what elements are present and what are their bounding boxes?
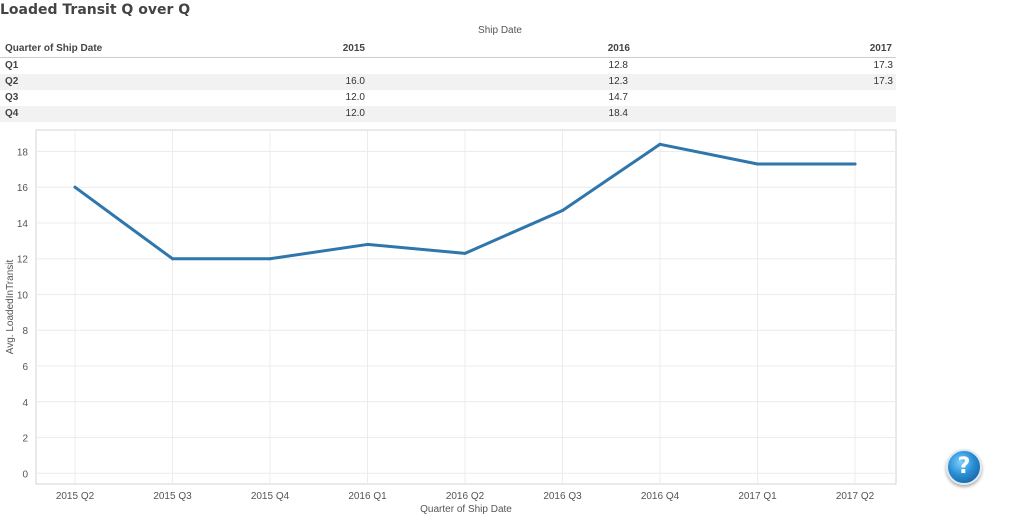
data-point <box>366 242 369 246</box>
cell: 18.4 <box>608 108 628 119</box>
x-tick-label: 2015 Q4 <box>251 491 290 502</box>
y-tick-label: 2 <box>22 434 28 445</box>
y-tick-label: 12 <box>17 255 29 266</box>
x-axis-title: Quarter of Ship Date <box>420 504 512 515</box>
cell: 12.0 <box>345 92 365 103</box>
x-tick-label: 2015 Q2 <box>56 491 95 502</box>
year-header-2017: 2017 <box>869 43 892 54</box>
year-header-2016: 2016 <box>607 43 630 54</box>
y-tick-label: 10 <box>17 290 29 301</box>
x-tick-label: 2015 Q3 <box>153 491 192 502</box>
row-quarter: Q1 <box>5 60 19 71</box>
y-tick-label: 4 <box>22 398 28 409</box>
data-point <box>658 142 662 146</box>
page-title: Loaded Transit Q over Q <box>0 2 191 18</box>
cell: 14.7 <box>608 92 628 103</box>
y-tick-label: 14 <box>17 219 29 230</box>
cell: 17.3 <box>873 60 893 71</box>
data-point <box>853 162 857 166</box>
table-row: Q3 12.0 14.7 <box>0 90 896 106</box>
table-row: Q2 16.0 12.3 17.3 <box>0 74 896 90</box>
y-tick-label: 8 <box>22 326 28 337</box>
x-tick-label: 2017 Q1 <box>738 491 777 502</box>
plot-frame <box>35 129 897 485</box>
x-tick-label: 2016 Q4 <box>641 491 680 502</box>
y-tick-label: 6 <box>22 362 28 373</box>
data-point <box>463 251 467 255</box>
data-point <box>756 162 759 166</box>
column-group-label: Ship Date <box>478 25 522 36</box>
cell: 12.0 <box>345 108 365 119</box>
row-quarter: Q3 <box>5 92 19 103</box>
table-row: Q4 12.0 18.4 <box>0 106 896 122</box>
row-header-label: Quarter of Ship Date <box>5 43 103 54</box>
cell: 17.3 <box>873 76 893 87</box>
data-point <box>73 185 77 189</box>
year-header-2015: 2015 <box>342 43 365 54</box>
x-tick-label: 2016 Q2 <box>446 491 485 502</box>
help-button[interactable]: ? <box>946 449 982 485</box>
cell: 16.0 <box>345 76 365 87</box>
y-tick-label: 16 <box>17 183 29 194</box>
row-quarter: Q2 <box>5 76 19 87</box>
cell: 12.8 <box>608 60 628 71</box>
y-tick-label: 18 <box>17 147 29 158</box>
data-point <box>171 257 174 261</box>
table-row: Q1 12.8 17.3 <box>0 58 896 74</box>
x-tick-label: 2017 Q2 <box>836 491 875 502</box>
table-header-row: Quarter of Ship Date 2015 2016 2017 <box>0 41 896 58</box>
x-tick-label: 2016 Q3 <box>543 491 582 502</box>
cell: 12.3 <box>608 76 628 87</box>
series-line <box>73 142 857 261</box>
data-point <box>561 208 564 212</box>
y-axis-title: Avg. LoadedInTransit <box>5 260 16 355</box>
x-tick-label: 2016 Q1 <box>348 491 387 502</box>
data-point <box>268 257 272 261</box>
row-quarter: Q4 <box>5 108 19 119</box>
y-tick-label: 0 <box>22 469 28 480</box>
